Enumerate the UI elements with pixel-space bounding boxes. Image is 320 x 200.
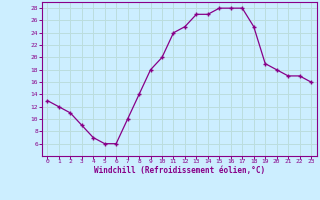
X-axis label: Windchill (Refroidissement éolien,°C): Windchill (Refroidissement éolien,°C) xyxy=(94,166,265,175)
